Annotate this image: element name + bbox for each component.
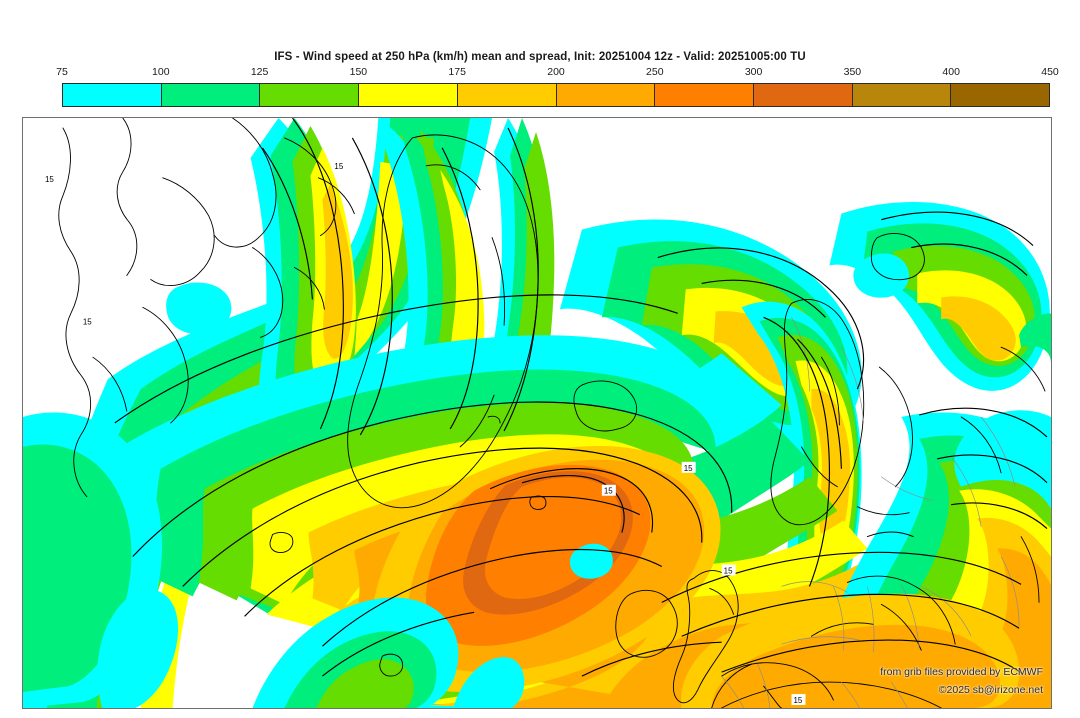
band-yellow-jetnorth xyxy=(250,434,680,605)
band-yellow-baffin xyxy=(440,169,485,391)
band-cyan-spot-e xyxy=(853,253,910,298)
chart-title: IFS - Wind speed at 250 hPa (km/h) mean … xyxy=(274,51,806,63)
colorbar-band-75-100 xyxy=(63,84,162,106)
colorbar-tick-100: 100 xyxy=(152,66,170,78)
band-cyan-baltic xyxy=(954,410,1051,509)
band-cyan-jetnorth xyxy=(84,335,738,595)
contour-label: 15 xyxy=(604,487,613,496)
band-green-jetnorth xyxy=(146,369,716,597)
band-cyan-spot-d xyxy=(569,543,613,579)
band-orange-medsea xyxy=(711,624,1000,708)
colorbar-band-175-200 xyxy=(457,84,557,106)
colorbar-band-125-150 xyxy=(260,84,360,106)
colorbar-tick-labels: 75 100 125 150 175 200 250 300 350 400 450 xyxy=(56,66,1059,80)
band-gold-scandinavia xyxy=(941,296,1016,361)
band-cyan-spot-a xyxy=(166,282,232,335)
colorbar-tick-400: 400 xyxy=(942,66,960,78)
band-green-swatlantic xyxy=(23,444,132,693)
contour-label: 15 xyxy=(334,162,343,171)
contour-label: 15 xyxy=(45,175,54,184)
colorbar-band-150-175 xyxy=(359,84,458,106)
map-field-svg: 15 15 15 15 15 15 15 xyxy=(23,118,1051,708)
contour-label: 15 xyxy=(724,566,733,575)
band-cyan-spot-c xyxy=(453,657,525,708)
colorbar-band-300-350 xyxy=(753,84,853,106)
colorbar-tick-125: 125 xyxy=(250,66,269,78)
colorbar-bands xyxy=(62,83,1050,107)
colorbar-tick-300: 300 xyxy=(744,66,763,78)
band-lime-lowleft xyxy=(316,659,414,708)
colorbar-tick-75: 75 xyxy=(56,66,68,78)
colorbar-band-100-125 xyxy=(161,84,261,106)
copyright-credit: ©2025 sb@irizone.net xyxy=(938,684,1043,696)
colorbar-tick-200: 200 xyxy=(547,66,565,78)
colorbar-tick-175: 175 xyxy=(448,66,466,78)
contour-label: 15 xyxy=(83,317,92,326)
colorbar-tick-150: 150 xyxy=(349,66,368,78)
colorbar-band-350-400 xyxy=(852,84,952,106)
contour-label-group: 15 15 15 15 15 15 15 xyxy=(42,159,806,705)
colorbar-tick-250: 250 xyxy=(646,66,664,78)
contour-label: 15 xyxy=(794,696,803,705)
country-borders-overlay xyxy=(721,317,1020,708)
colorbar-tick-450: 450 xyxy=(1041,66,1059,78)
colorbar-legend: 75 100 125 150 175 200 250 300 350 400 450 xyxy=(56,66,1059,112)
colorbar-band-200-250 xyxy=(556,84,656,106)
colorbar-band-250-300 xyxy=(655,84,754,106)
band-lime-jetnorth xyxy=(198,402,694,601)
colorbar-tick-350: 350 xyxy=(843,66,862,78)
contour-label: 15 xyxy=(684,464,693,473)
band-green-rightedge xyxy=(1019,313,1051,364)
spread-contours xyxy=(114,118,1048,677)
data-source-credit: from grib files provided by ECMWF xyxy=(880,666,1043,678)
band-cyan-spot-b xyxy=(97,589,178,708)
band-gold-greenland xyxy=(322,183,353,359)
coastline-overlay xyxy=(58,118,1046,708)
map-canvas[interactable]: 15 15 15 15 15 15 15 from grib files pro… xyxy=(22,117,1052,709)
colorbar-band-400-450 xyxy=(951,84,1050,106)
